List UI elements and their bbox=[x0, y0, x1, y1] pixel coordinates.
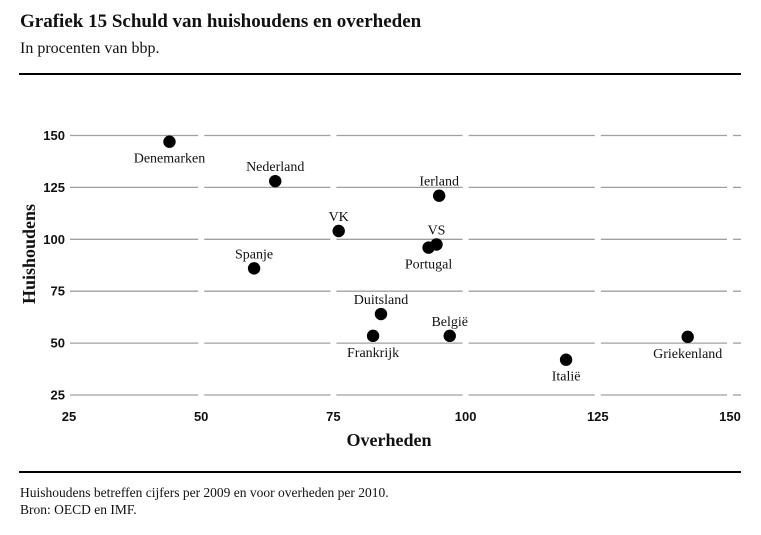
footnote: Huishoudens betreffen cijfers per 2009 e… bbox=[20, 485, 389, 500]
source-note: Bron: OECD en IMF. bbox=[20, 502, 137, 517]
point-label: Ierland bbox=[419, 175, 459, 190]
data-point bbox=[681, 330, 694, 344]
x-axis-label: Overheden bbox=[347, 430, 432, 450]
point-label: België bbox=[431, 315, 468, 330]
x-tick-labels: 25 50 75 100 125 150 bbox=[62, 409, 741, 424]
x-tick-label: 25 bbox=[62, 409, 76, 424]
x-tick-label: 125 bbox=[587, 409, 609, 424]
y-tick-label: 75 bbox=[51, 284, 65, 299]
y-axis-label: Huishoudens bbox=[19, 204, 39, 304]
data-point bbox=[247, 262, 261, 275]
point-label: Denemarken bbox=[134, 152, 206, 167]
point-label: VK bbox=[329, 210, 349, 225]
y-tick-label: 125 bbox=[43, 180, 65, 195]
data-point bbox=[422, 241, 435, 254]
point-labels: Denemarken Nederland Ierland VK VS Portugal Sp… bbox=[134, 152, 723, 385]
top-rule bbox=[19, 73, 741, 75]
chart-subtitle: In procenten van bbp. bbox=[20, 40, 160, 57]
gridlines bbox=[70, 134, 741, 396]
chart-title: Grafiek 15 Schuld van huishoudens en ove… bbox=[20, 11, 422, 32]
bottom-rule bbox=[19, 471, 741, 473]
y-tick-label: 50 bbox=[51, 336, 65, 351]
x-tick-label: 100 bbox=[455, 409, 477, 424]
data-points bbox=[163, 135, 694, 366]
data-point bbox=[559, 353, 573, 366]
point-label: Griekenland bbox=[653, 347, 722, 362]
point-label: Spanje bbox=[235, 247, 273, 262]
data-point bbox=[432, 189, 446, 202]
point-label: Portugal bbox=[405, 258, 453, 273]
y-tick-label: 100 bbox=[43, 232, 65, 247]
data-point bbox=[269, 174, 282, 188]
x-tick-label: 150 bbox=[719, 409, 741, 424]
data-point bbox=[163, 135, 176, 148]
point-label: Italië bbox=[552, 370, 581, 385]
x-tick-label: 50 bbox=[194, 409, 208, 424]
data-point bbox=[443, 329, 456, 343]
y-tick-labels: 25 50 75 100 125 150 bbox=[43, 128, 65, 403]
x-tick-label: 75 bbox=[326, 409, 340, 424]
point-label: Nederland bbox=[246, 160, 304, 175]
y-tick-label: 150 bbox=[43, 128, 65, 143]
y-tick-label: 25 bbox=[51, 388, 65, 403]
point-label: Frankrijk bbox=[347, 346, 399, 361]
point-label: Duitsland bbox=[354, 293, 408, 308]
data-point bbox=[332, 224, 345, 238]
data-point bbox=[366, 329, 380, 343]
point-label: VS bbox=[428, 223, 446, 238]
data-point bbox=[374, 307, 388, 321]
